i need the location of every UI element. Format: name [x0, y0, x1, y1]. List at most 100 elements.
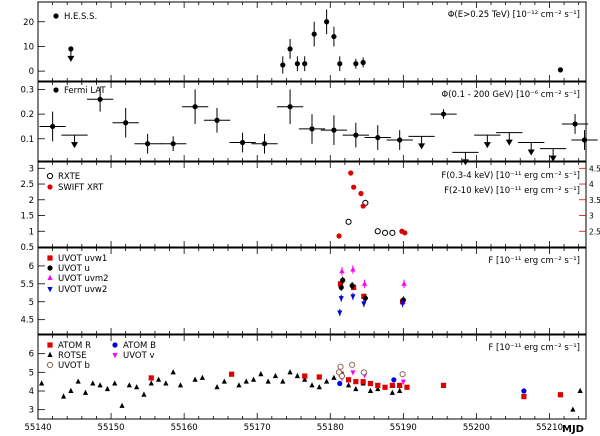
data-point [261, 141, 268, 147]
data-point [345, 382, 352, 388]
data-point [440, 111, 447, 117]
flux-label: Φ(E>0.25 TeV) [10⁻¹² cm⁻² s⁻¹] [448, 10, 580, 20]
flux-label-red: F(0.3-4 keV) [10⁻¹¹ erg cm⁻² s⁻¹] [441, 171, 580, 181]
upper-limit-arrowhead [71, 142, 79, 149]
data-point [170, 369, 176, 375]
series-uvot-b [335, 361, 406, 380]
series-h-e-s-s- [67, 9, 564, 74]
legend-label: UVOT uvw1 [58, 254, 107, 264]
data-point [163, 380, 169, 386]
data-point [337, 310, 343, 316]
data-point [148, 380, 154, 386]
x-tick-label: 55180 [317, 423, 344, 433]
series-rxte [345, 199, 396, 236]
data-point [401, 280, 407, 286]
data-point [521, 394, 527, 400]
right-y-tick-label: 4 [589, 180, 594, 189]
data-point [345, 218, 352, 225]
data-point [134, 384, 140, 390]
y-tick-label: 5 [29, 368, 34, 378]
legend-marker [112, 342, 118, 348]
data-point [389, 382, 395, 388]
data-point [557, 67, 564, 73]
data-point [331, 33, 337, 40]
data-point [521, 388, 527, 394]
legend-label: UVOT u [58, 264, 90, 274]
x-tick-label: 55200 [463, 423, 490, 433]
data-point [39, 380, 45, 386]
legend-marker [53, 13, 59, 19]
data-point [236, 382, 242, 388]
legend-label: RXTE [58, 172, 80, 182]
legend-marker [47, 274, 53, 280]
panel-uvot: 4.555.56F [10⁻¹¹ erg cm⁻² s⁻¹]UVOT uvw1U… [20, 247, 587, 335]
series-uvot-uvw1 [337, 280, 406, 305]
data-point [362, 280, 368, 286]
y-tick-label: 0.3 [20, 85, 34, 95]
legend-marker [47, 184, 53, 190]
data-point [581, 137, 588, 143]
right-y-tick-label: 2.5 [589, 227, 600, 236]
x-tick-label: 55170 [244, 423, 271, 433]
flux-label: Φ(0.1 - 200 GeV) [10⁻⁶ cm⁻² s⁻¹] [442, 90, 581, 100]
y-tick-label: 20 [23, 18, 34, 28]
legend-label: H.E.S.S. [64, 12, 97, 22]
x-tick-label: 55160 [171, 423, 198, 433]
data-point [440, 382, 447, 388]
data-point [75, 378, 81, 384]
data-point [229, 371, 235, 377]
y-tick-label: 0.5 [20, 243, 34, 253]
data-point [353, 385, 359, 392]
legend-label: UVOT uvm2 [58, 274, 109, 284]
upper-limit-arrowhead [527, 149, 535, 156]
y-tick-label: 5.5 [20, 280, 34, 290]
data-point [331, 374, 337, 380]
flux-label: F [10⁻¹¹ erg cm⁻² s⁻¹] [488, 343, 580, 353]
legend-label: ATOM R [58, 341, 91, 351]
data-point [126, 382, 132, 388]
data-point [221, 378, 227, 384]
legend-label: UVOT v [123, 351, 155, 361]
data-point [243, 378, 249, 384]
data-point [397, 387, 403, 393]
data-point [123, 120, 129, 126]
upper-limit-arrowhead [67, 55, 75, 62]
data-point [353, 132, 359, 138]
x-tick-label: 55190 [390, 423, 417, 433]
data-point [397, 382, 403, 388]
data-point [391, 377, 397, 383]
data-point [338, 284, 344, 291]
data-point [119, 402, 125, 408]
data-point [214, 384, 220, 390]
y-tick-label: 3 [29, 406, 34, 416]
data-point [400, 379, 406, 385]
panel-frame [37, 81, 587, 162]
data-point [68, 387, 74, 393]
data-point [309, 126, 315, 132]
data-point [374, 228, 381, 235]
y-tick-label: 5 [29, 298, 34, 308]
data-point [192, 376, 198, 382]
legend-label: Fermi LAT [64, 86, 106, 96]
data-point [112, 380, 118, 386]
series-atom-r [148, 371, 564, 400]
data-point [148, 375, 154, 381]
data-point [340, 277, 346, 283]
data-point [375, 134, 381, 141]
data-point [400, 301, 406, 307]
data-point [145, 141, 151, 147]
data-point [239, 139, 246, 146]
data-point [345, 377, 352, 383]
data-point [337, 281, 344, 287]
x-tick-label: 55150 [98, 423, 125, 433]
data-point [353, 379, 359, 385]
data-point [400, 297, 406, 303]
data-point [104, 385, 111, 392]
data-point [360, 59, 366, 66]
panel-frame [37, 1, 587, 82]
data-point [50, 123, 56, 130]
series-uvot-u [338, 276, 406, 304]
upper-limit-arrowhead [505, 139, 513, 146]
data-point [348, 170, 354, 176]
data-point [316, 374, 322, 380]
